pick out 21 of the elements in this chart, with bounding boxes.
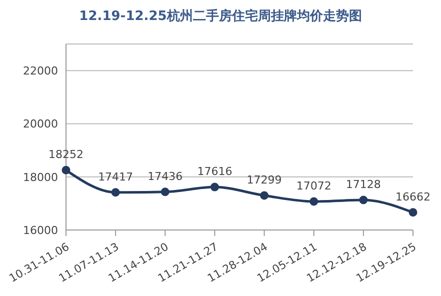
data-label: 17417 (98, 170, 134, 184)
data-label: 17436 (148, 170, 183, 183)
y-tick-label: 20000 (23, 118, 58, 131)
point (359, 196, 368, 204)
point (62, 166, 70, 174)
data-label: 16662 (396, 190, 430, 204)
y-tick-label: 16000 (23, 224, 58, 237)
point (210, 182, 219, 192)
point (408, 208, 418, 217)
point (310, 197, 318, 206)
y-tick-label: 18000 (23, 170, 58, 184)
point (260, 191, 269, 200)
data-label: 17128 (346, 178, 381, 192)
point (111, 188, 120, 197)
point (160, 188, 170, 196)
data-label: 17616 (197, 165, 232, 178)
data-label: 17299 (246, 173, 282, 186)
data-label: 18252 (48, 148, 84, 162)
data-label: 17072 (296, 180, 332, 193)
y-tick-label: 22000 (23, 64, 58, 78)
chart-title: 12.19-12.25杭州二手房住宅周挂牌均价走势图 (78, 8, 363, 26)
